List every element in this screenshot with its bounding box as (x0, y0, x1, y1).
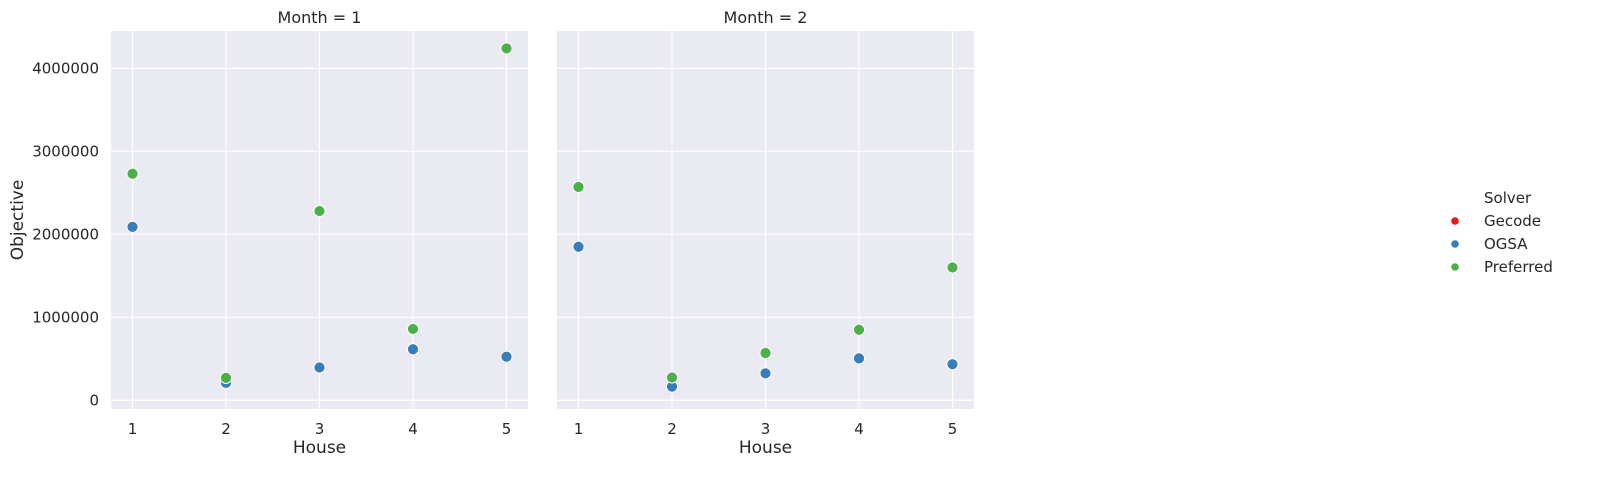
panel-title: Month = 1 (278, 8, 362, 27)
y-tick-label: 3000000 (32, 142, 99, 160)
data-point-ogsa (852, 352, 866, 365)
x-axis-label: House (293, 438, 346, 458)
y-axis-label: Objective (8, 180, 28, 261)
x-tick-label: 1 (128, 420, 138, 438)
data-point-preferred (572, 180, 585, 194)
legend-label-gecode: Gecode (1484, 212, 1541, 230)
data-point-preferred (946, 261, 959, 274)
y-tick-label: 0 (89, 391, 99, 409)
legend-title: Solver (1484, 189, 1532, 207)
data-point-ogsa (500, 350, 513, 363)
data-point-ogsa (126, 220, 139, 233)
y-tick-label: 1000000 (32, 308, 99, 326)
x-tick-label: 5 (502, 420, 512, 438)
data-point-preferred (665, 371, 679, 384)
x-tick-label: 3 (315, 420, 325, 438)
legend-marker-ogsa (1450, 239, 1460, 249)
x-tick-label: 5 (948, 420, 958, 438)
x-tick-label: 2 (221, 420, 231, 438)
data-point-ogsa (946, 358, 959, 371)
data-point-preferred (852, 323, 866, 336)
x-tick-label: 3 (761, 420, 771, 438)
y-tick-label: 4000000 (32, 59, 99, 77)
x-axis-label: House (739, 438, 792, 458)
data-point-ogsa (572, 240, 585, 253)
legend-label-preferred: Preferred (1484, 258, 1553, 276)
x-tick-label: 2 (667, 420, 677, 438)
x-tick-label: 4 (854, 420, 864, 438)
data-point-ogsa (313, 361, 326, 374)
data-point-preferred (313, 204, 326, 218)
data-point-preferred (500, 42, 513, 55)
facet-panel-1: 1 2 3 4 5 0 1000000 2000000 3000000 4000000 Object… (8, 8, 528, 458)
legend-label-ogsa: OGSA (1484, 235, 1528, 253)
facet-panel-2: 1 2 3 4 5 House Month = 2 (557, 8, 974, 458)
legend: Solver Gecode OGSA Preferred (1450, 189, 1553, 276)
x-tick-label: 1 (574, 420, 584, 438)
data-point-preferred (406, 322, 420, 336)
legend-marker-preferred (1450, 262, 1460, 272)
data-point-preferred (126, 167, 139, 180)
panel-title: Month = 2 (724, 8, 808, 27)
data-point-ogsa (406, 343, 420, 356)
y-tick-label: 2000000 (32, 225, 99, 243)
x-tick-label: 4 (408, 420, 418, 438)
legend-marker-gecode (1450, 216, 1460, 226)
data-point-ogsa (759, 367, 772, 380)
data-point-preferred (219, 371, 233, 384)
data-point-preferred (759, 346, 772, 360)
